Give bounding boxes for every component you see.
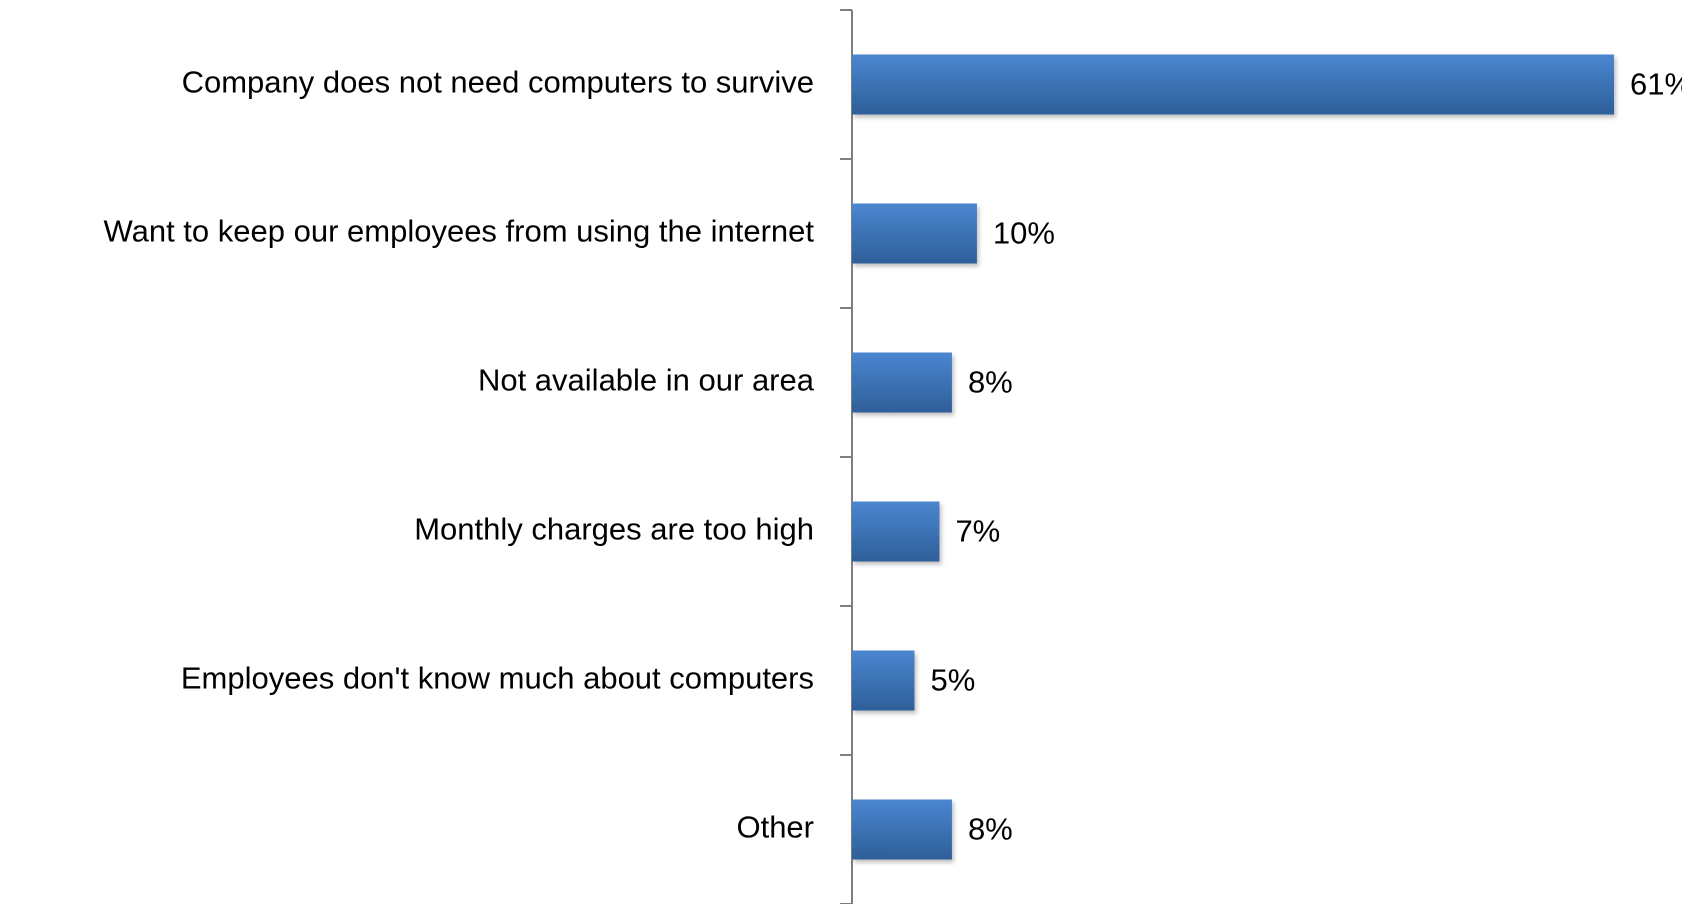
data-label: 61% [1630, 67, 1682, 102]
bar-3 [852, 501, 940, 562]
bar-1 [852, 203, 977, 264]
bar-5 [852, 799, 952, 860]
data-label: 8% [968, 365, 1013, 400]
bar-4 [852, 650, 915, 711]
category-label: Not available in our area [478, 363, 815, 398]
category-label: Employees don't know much about computer… [181, 661, 814, 696]
bar-2 [852, 352, 952, 413]
data-label: 7% [955, 514, 1000, 549]
category-label: Monthly charges are too high [414, 512, 814, 547]
data-label: 8% [968, 812, 1013, 847]
category-label: Company does not need computers to survi… [182, 65, 814, 100]
bar-0 [852, 54, 1615, 115]
category-label: Other [736, 810, 814, 845]
data-label: 10% [993, 216, 1055, 251]
data-label: 5% [930, 663, 975, 698]
chart-marks: Company does not need computers to survi… [103, 9, 1682, 905]
category-label: Want to keep our employees from using th… [103, 214, 814, 249]
